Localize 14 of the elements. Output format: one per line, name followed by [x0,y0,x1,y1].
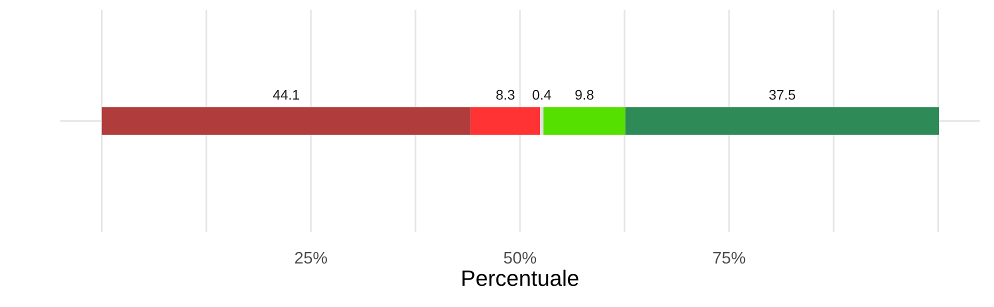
bar [102,107,471,135]
bar [543,107,626,135]
bar [540,107,544,135]
x-tick-label: 25% [295,252,327,264]
x-axis-title: Percentuale [462,270,578,286]
data-label: 8.3 [496,90,514,100]
data-label: 9.8 [575,90,594,100]
data-label: 0.4 [532,90,551,100]
data-label: 44.1 [273,90,300,100]
data-label: 37.5 [769,90,796,100]
x-tick-label: 75% [713,252,746,264]
x-tick-label: 50% [504,252,536,264]
bar [625,107,940,135]
bar [470,107,540,135]
